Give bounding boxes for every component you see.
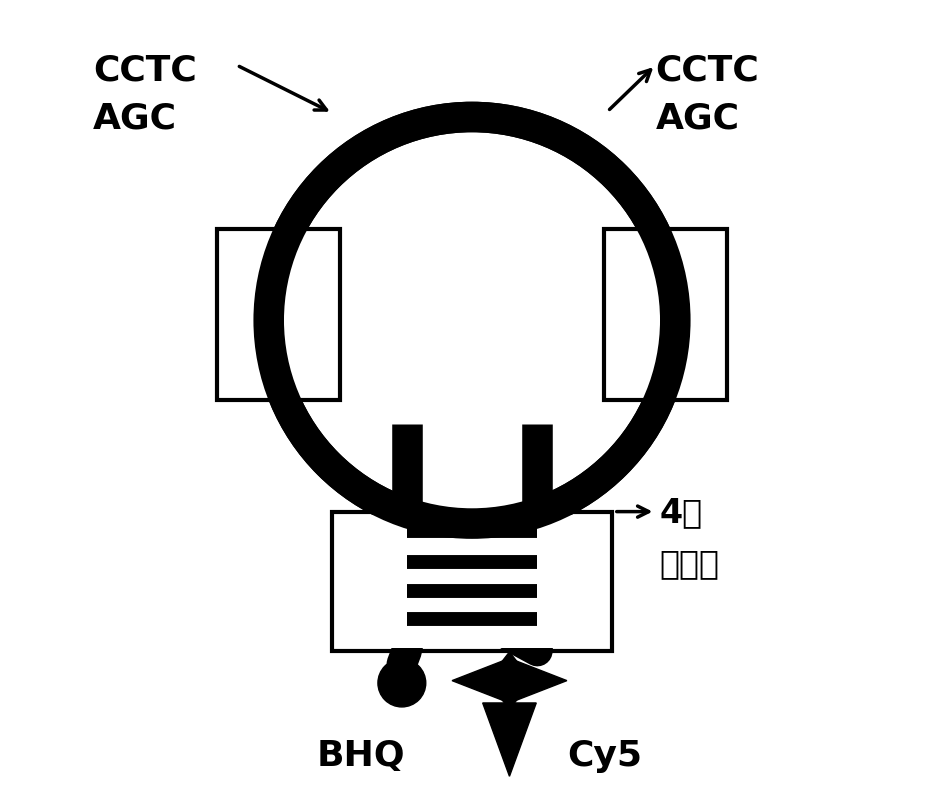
Text: Cy5: Cy5: [567, 739, 643, 773]
Bar: [336, 515, 608, 648]
Text: BHQ: BHQ: [316, 739, 405, 773]
Text: CCTC: CCTC: [93, 54, 197, 87]
Text: CCTC: CCTC: [655, 54, 759, 87]
Text: AGC: AGC: [655, 101, 739, 135]
Circle shape: [378, 659, 426, 707]
Circle shape: [357, 205, 587, 436]
Bar: [332, 512, 612, 651]
Text: 4个: 4个: [659, 496, 702, 529]
Text: AGC: AGC: [93, 101, 177, 135]
Polygon shape: [487, 652, 531, 710]
Bar: [217, 229, 341, 400]
Bar: [603, 229, 727, 400]
Polygon shape: [452, 658, 566, 703]
Bar: [407, 424, 537, 515]
Polygon shape: [482, 703, 536, 776]
Text: 碘基对: 碘基对: [659, 547, 719, 581]
